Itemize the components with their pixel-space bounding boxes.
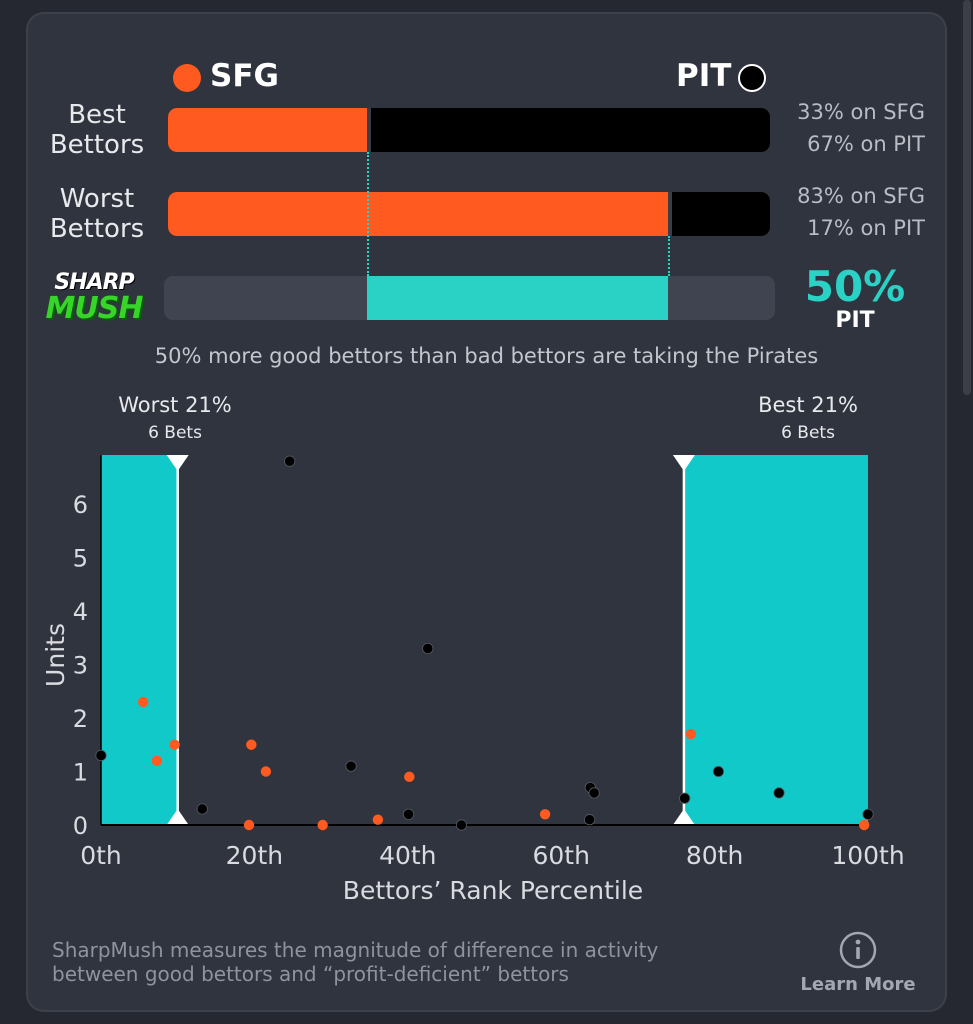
sfg-point	[151, 755, 163, 766]
y-tick-label: 5	[73, 545, 88, 573]
pit-point	[773, 787, 785, 799]
sharpmush-gauge	[164, 276, 775, 320]
info-icon	[839, 931, 877, 969]
x-axis-label: Bettors’ Rank Percentile	[343, 876, 643, 905]
pit-point	[455, 819, 468, 831]
region-worst-bottom-handle	[166, 809, 189, 825]
x-tick-label: 0th	[80, 841, 122, 870]
sfg-team-label: SFG	[210, 58, 279, 94]
x-tick-label: 100th	[831, 841, 904, 870]
worst-label-line2: Bettors	[49, 214, 145, 244]
pit-point	[95, 749, 107, 762]
pit-point	[196, 803, 208, 815]
region-best	[683, 455, 868, 825]
best-label-line1: Best	[68, 100, 126, 130]
best-split-guide	[366, 152, 369, 276]
footer-line1: SharpMush measures the magnitude of diff…	[52, 938, 659, 962]
pit-team-label: PIT	[676, 58, 732, 94]
scrollbar[interactable]	[963, 0, 971, 395]
logo-mush-text: MUSH	[45, 291, 144, 326]
sfg-point	[539, 809, 551, 820]
worst-bettors-sfg-fill	[168, 192, 672, 236]
best-bettors-sfg-fill	[168, 108, 371, 152]
worst-bettors-pcts: 83% on SFG 17% on PIT	[725, 180, 925, 244]
learn-more-label: Learn More	[800, 974, 916, 995]
x-tick-label: 40th	[379, 841, 436, 870]
pit-point	[862, 808, 874, 820]
sharpmush-caption: 50% more good bettors than bad bettors a…	[154, 344, 819, 368]
worst-pit-pct: 17% on PIT	[807, 216, 925, 240]
region-worst-sublabel: 6 Bets	[148, 423, 202, 443]
sharpmush-gauge-fill	[366, 276, 668, 320]
x-tick-label: 80th	[686, 841, 743, 870]
worst-bettors-label: Worst Bettors	[32, 184, 162, 244]
y-tick-label: 0	[73, 812, 88, 840]
x-tick-label: 60th	[532, 841, 589, 870]
worst-split-guide	[667, 236, 670, 276]
sfg-point	[169, 739, 180, 750]
y-tick-label: 1	[73, 759, 88, 787]
sfg-point	[243, 819, 255, 831]
x-tick-label: 20th	[226, 841, 283, 870]
sfg-point	[372, 814, 384, 825]
learn-more-button[interactable]: Learn More	[800, 930, 916, 998]
sfg-point	[137, 696, 149, 708]
footer-description: SharpMush measures the magnitude of diff…	[52, 938, 772, 986]
best-bettors-pcts: 33% on SFG 67% on PIT	[725, 96, 925, 160]
sharpmush-value: 50%	[804, 262, 906, 311]
y-tick-label: 3	[73, 652, 88, 680]
worst-bettors-bar	[168, 192, 770, 236]
sharpmush-team: PIT	[835, 308, 875, 333]
y-axis-label: Units	[41, 623, 70, 687]
sfg-team-dot	[173, 64, 201, 92]
region-best-label: Best 21%	[758, 393, 858, 417]
region-worst	[101, 455, 178, 825]
pit-team-dot	[738, 64, 766, 92]
sfg-point	[685, 728, 697, 740]
pit-point	[712, 765, 725, 778]
best-label-line2: Bettors	[49, 130, 145, 160]
region-best-top-handle	[672, 455, 695, 471]
worst-sfg-pct: 83% on SFG	[797, 184, 925, 208]
pit-point	[583, 814, 596, 826]
sfg-point	[246, 739, 257, 750]
pit-point	[345, 760, 357, 772]
sfg-point	[260, 766, 272, 777]
pit-point	[422, 642, 434, 655]
sfg-point	[858, 819, 870, 831]
sharpmush-logo: SHARP MUSH	[34, 272, 154, 324]
pit-point	[679, 792, 691, 804]
region-best-sublabel: 6 Bets	[781, 423, 835, 443]
region-worst-top-handle	[166, 455, 189, 471]
pit-point	[588, 787, 600, 799]
pit-point	[284, 455, 296, 467]
region-best-bottom-handle	[672, 809, 695, 825]
footer-line2: between good bettors and “profit-deficie…	[52, 962, 569, 986]
logo-sharp-text: SHARP	[54, 270, 134, 295]
sfg-point	[317, 819, 328, 831]
y-tick-label: 4	[73, 598, 88, 626]
y-tick-label: 6	[73, 491, 88, 519]
y-tick-label: 2	[73, 705, 88, 733]
best-bettors-bar	[168, 108, 770, 152]
best-bettors-label: Best Bettors	[32, 100, 162, 160]
pit-point	[402, 808, 415, 820]
worst-label-line1: Worst	[59, 184, 135, 214]
region-worst-label: Worst 21%	[118, 393, 232, 417]
sfg-point	[404, 771, 415, 783]
best-sfg-pct: 33% on SFG	[797, 100, 925, 124]
best-pit-pct: 67% on PIT	[807, 132, 925, 156]
